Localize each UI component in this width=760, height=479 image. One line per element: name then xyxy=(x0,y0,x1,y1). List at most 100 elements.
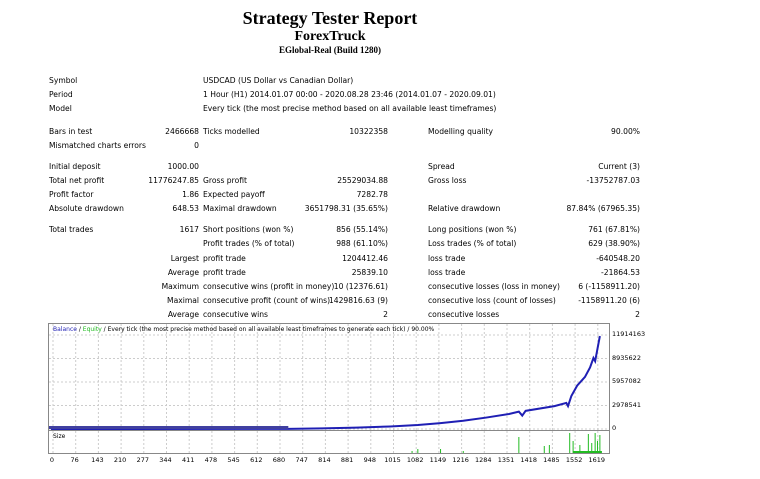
stat-cell: Mismatched charts errors xyxy=(49,141,146,150)
expert-name: ForexTruck xyxy=(294,29,366,44)
stat-cell: Total trades xyxy=(49,225,94,234)
y-tick-label: 0 xyxy=(612,424,617,432)
stat-cell: profit trade xyxy=(203,268,246,277)
x-tick-label: 814 xyxy=(318,456,331,464)
stat-cell: Modelling quality xyxy=(428,127,494,136)
x-tick-label: 1552 xyxy=(565,456,583,464)
y-tick-label: 11914163 xyxy=(612,330,646,338)
stat-cell: profit trade xyxy=(203,254,246,263)
info-value: 1 Hour (H1) 2014.01.07 00:00 - 2020.08.2… xyxy=(203,90,496,99)
x-tick-label: 1015 xyxy=(384,456,401,464)
x-tick-label: 143 xyxy=(91,456,104,464)
balance-chart: Balance / Equity / Every tick (the most … xyxy=(48,323,610,431)
info-label: Model xyxy=(49,104,72,113)
stat-cell: 10322358 xyxy=(349,127,388,136)
x-tick-label: 612 xyxy=(250,456,263,464)
stat-cell: 25529034.88 xyxy=(337,176,388,185)
stat-cell: Gross loss xyxy=(428,176,467,185)
stat-cell: Expected payoff xyxy=(203,190,265,199)
x-tick-label: 1216 xyxy=(452,456,469,464)
stat-cell: Loss trades (% of total) xyxy=(428,239,517,248)
legend-sep: / xyxy=(76,326,83,333)
x-tick-label: 545 xyxy=(227,456,240,464)
x-tick-label: 948 xyxy=(363,456,377,464)
info-value: Every tick (the most precise method base… xyxy=(203,104,497,113)
stat-cell: Short positions (won %) xyxy=(203,225,294,234)
stat-cell: 7282.78 xyxy=(356,190,388,199)
x-tick-label: 1284 xyxy=(475,456,492,464)
stat-cell: Ticks modelled xyxy=(203,127,260,136)
legend-rest: / Every tick (the most precise method ba… xyxy=(101,326,435,333)
stat-cell: Average xyxy=(167,310,199,319)
x-tick-label: 1351 xyxy=(497,456,515,464)
stat-cell: Total net profit xyxy=(49,176,105,185)
stat-cell: Maximum xyxy=(161,282,199,291)
stat-cell: -1158911.20 (6) xyxy=(578,296,640,305)
x-tick-label: 1619 xyxy=(588,456,606,464)
x-tick-label: 344 xyxy=(159,456,172,464)
stat-cell: -640548.20 xyxy=(596,254,640,263)
stat-cell: 629 (38.90%) xyxy=(588,239,640,248)
stat-cell: loss trade xyxy=(428,254,466,263)
x-tick-label: 881 xyxy=(340,456,354,464)
server-name: EGlobal-Real (Build 1280) xyxy=(278,45,381,55)
x-tick-label: 747 xyxy=(295,456,308,464)
stat-cell: 90.00% xyxy=(611,127,640,136)
stat-cell: 2466668 xyxy=(165,127,199,136)
stat-cell: Absolute drawdown xyxy=(49,204,124,213)
x-tick-label: 76 xyxy=(70,456,79,464)
size-plot xyxy=(52,431,602,453)
x-tick-label: 1418 xyxy=(520,456,537,464)
stat-cell: Largest xyxy=(170,254,199,263)
x-tick-label: 1485 xyxy=(543,456,560,464)
stat-cell: consecutive losses (loss in money) xyxy=(428,282,560,291)
y-tick-label: 5957082 xyxy=(612,377,641,385)
balance-flat-band xyxy=(49,426,289,429)
stat-cell: Bars in test xyxy=(49,127,93,136)
stat-cell: Maximal xyxy=(167,296,199,305)
stat-cell: 1204412.46 xyxy=(342,254,388,263)
stat-cell: 11776247.85 xyxy=(148,176,199,185)
stat-cell: Profit factor xyxy=(49,190,94,199)
x-tick-label: 478 xyxy=(204,456,218,464)
stat-cell: 1429816.63 (9) xyxy=(328,296,388,305)
size-panel: Size xyxy=(48,430,610,454)
stat-cell: consecutive profit (count of wins) xyxy=(203,296,331,305)
stat-cell: 6 (-1158911.20) xyxy=(578,282,640,291)
stat-cell: Relative drawdown xyxy=(428,204,501,213)
info-label: Symbol xyxy=(49,76,78,85)
x-tick-label: 210 xyxy=(113,456,127,464)
stat-cell: Spread xyxy=(428,162,455,171)
x-tick-label: 1149 xyxy=(429,456,447,464)
size-label: Size xyxy=(53,433,66,440)
x-tick-label: 277 xyxy=(136,456,150,464)
stat-cell: 648.53 xyxy=(172,204,199,213)
stat-cell: consecutive losses xyxy=(428,310,500,319)
stat-cell: 25839.10 xyxy=(351,268,388,277)
x-tick-label: 1082 xyxy=(406,456,424,464)
legend-equity: Equity xyxy=(82,326,102,333)
y-tick-label: 8935622 xyxy=(612,353,641,362)
legend-balance: Balance xyxy=(53,326,77,333)
stat-cell: consecutive loss (count of losses) xyxy=(428,296,556,305)
stat-cell: consecutive wins xyxy=(203,310,269,319)
stat-cell: 1.86 xyxy=(182,190,199,199)
stat-cell: -13752787.03 xyxy=(586,176,640,185)
x-tick-label: 680 xyxy=(272,456,286,464)
stat-cell: 87.84% (67965.35) xyxy=(566,204,640,213)
x-tick-label: 411 xyxy=(181,456,195,464)
stat-cell: Long positions (won %) xyxy=(428,225,517,234)
info-value: USDCAD (US Dollar vs Canadian Dollar) xyxy=(203,76,354,85)
y-tick-label: 2978541 xyxy=(612,400,641,409)
stat-cell: 0 xyxy=(194,141,199,150)
stat-cell: Gross profit xyxy=(203,176,247,185)
info-label: Period xyxy=(49,90,73,99)
stat-cell: Initial deposit xyxy=(49,162,101,171)
stat-cell: 1617 xyxy=(179,225,199,234)
stat-cell: 2 xyxy=(383,310,388,319)
stat-cell: loss trade xyxy=(428,268,466,277)
stat-cell: Maximal drawdown xyxy=(203,204,277,213)
report-title: Strategy Tester Report xyxy=(242,8,418,28)
stat-cell: consecutive wins (profit in money) xyxy=(203,282,335,291)
balance-chart-plot xyxy=(49,324,609,430)
